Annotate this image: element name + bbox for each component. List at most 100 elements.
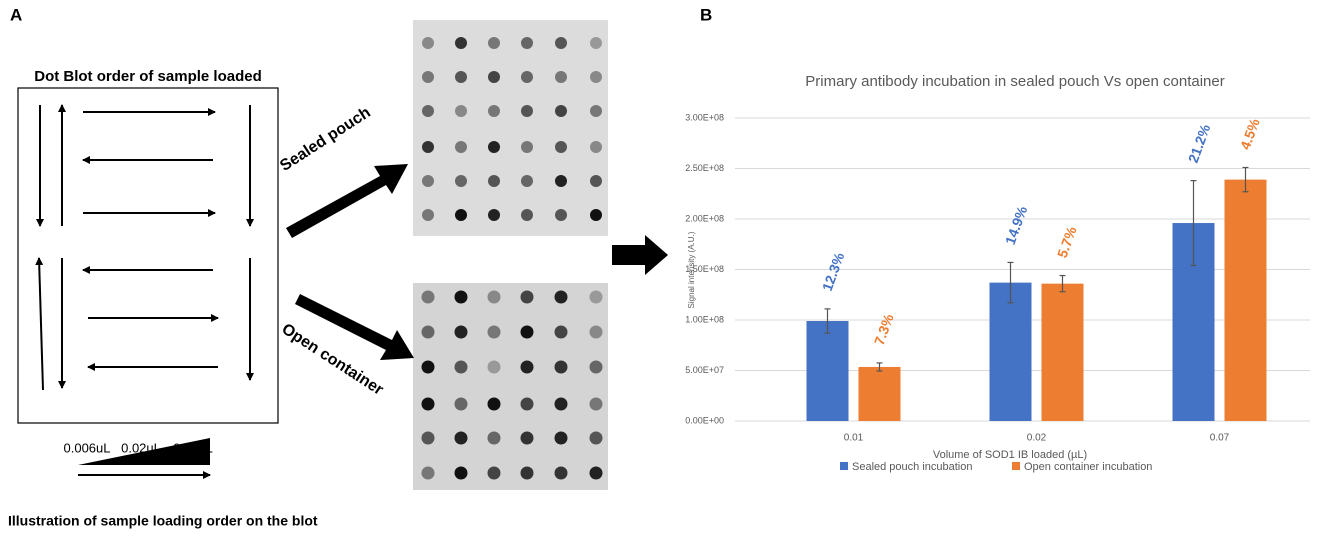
blot-dot — [590, 209, 602, 221]
blot-dot — [488, 398, 501, 411]
blot-dot — [555, 291, 568, 304]
volume-label: 0.006uL — [64, 440, 111, 455]
blot-dot — [422, 361, 435, 374]
y-tick-label: 1.00E+08 — [685, 314, 724, 324]
blot-dot — [555, 326, 568, 339]
chart-title: Primary antibody incubation in sealed po… — [805, 73, 1224, 90]
blot-image — [413, 20, 608, 236]
blot-dot — [488, 209, 500, 221]
blot-dot — [455, 398, 468, 411]
blot-dot — [488, 361, 501, 374]
blot-dot — [422, 467, 435, 480]
blot-dot — [488, 141, 500, 153]
y-tick-label: 0.00E+00 — [685, 415, 724, 425]
blot-dot — [521, 467, 534, 480]
blot-dot — [590, 175, 602, 187]
blot-dot — [590, 71, 602, 83]
blot-dot — [555, 37, 567, 49]
blot-dot — [555, 175, 567, 187]
annotation: 12.3% — [819, 250, 848, 293]
blot-dot — [455, 209, 467, 221]
blot-dot — [455, 37, 467, 49]
legend-swatch — [840, 462, 848, 470]
blot-dot — [590, 37, 602, 49]
blot-dot — [422, 175, 434, 187]
blot-dot — [488, 105, 500, 117]
x-tick-label: 0.02 — [1027, 433, 1047, 444]
blot-dot — [422, 105, 434, 117]
plot: 0.00E+00 5.00E+07 1.00E+08 1.50E+08 2.00E+08… — [685, 112, 1310, 473]
blot-dot — [555, 209, 567, 221]
blot-dot — [555, 361, 568, 374]
blot-dot — [590, 291, 603, 304]
panel-label: B — [700, 5, 712, 24]
blot-image — [413, 283, 608, 490]
blot-dot — [590, 105, 602, 117]
annotation: 5.7% — [1054, 224, 1080, 260]
blot-dot — [521, 326, 534, 339]
bar — [1225, 180, 1267, 421]
annotation: 21.2% — [1185, 122, 1214, 165]
blot-dot — [455, 175, 467, 187]
blot-dot — [422, 37, 434, 49]
y-tick-label: 2.00E+08 — [685, 213, 724, 223]
blot-dot — [555, 432, 568, 445]
blot-dot — [455, 432, 468, 445]
big-arrow — [286, 164, 408, 238]
blot-dot — [521, 291, 534, 304]
legend-label: Open container incubation — [1024, 461, 1152, 473]
blot-dot — [455, 361, 468, 374]
diagram-title: Dot Blot order of sample loaded — [34, 68, 262, 85]
big-arrow — [612, 235, 668, 275]
x-tick-label: 0.07 — [1210, 433, 1230, 444]
blot-dot — [521, 141, 533, 153]
annotation: 7.3% — [871, 311, 897, 347]
blot-dot — [521, 209, 533, 221]
blot-dot — [422, 432, 435, 445]
y-tick-label: 5.00E+07 — [685, 365, 724, 375]
y-tick-label: 1.50E+08 — [685, 264, 724, 274]
blot-dot — [422, 71, 434, 83]
blot-dot — [488, 71, 500, 83]
blot-dot — [555, 467, 568, 480]
blot-dot — [590, 141, 602, 153]
blot-dot — [521, 175, 533, 187]
blot-dot — [422, 326, 435, 339]
blot-dot — [521, 398, 534, 411]
blot-dot — [590, 398, 603, 411]
blot-dot — [422, 398, 435, 411]
y-tick-label: 2.50E+08 — [685, 163, 724, 173]
order-arrows — [39, 105, 250, 390]
blot-dot — [455, 467, 468, 480]
blot-dot — [488, 175, 500, 187]
x-tick-label: 0.01 — [844, 433, 864, 444]
blot-dot — [521, 361, 534, 374]
blot-dot — [488, 37, 500, 49]
blot-dot — [455, 71, 467, 83]
blot-dot — [455, 141, 467, 153]
figure: A Dot Blot order of sample loaded 0.006u… — [0, 0, 1319, 537]
blot-dot — [488, 467, 501, 480]
bar — [1042, 284, 1084, 421]
annotation: 4.5% — [1237, 116, 1263, 152]
blot-dot — [521, 432, 534, 445]
x-axis-label: Volume of SOD1 IB loaded (µL) — [933, 449, 1087, 461]
blot-dot — [555, 398, 568, 411]
y-tick-label: 3.00E+08 — [685, 112, 724, 122]
bar — [859, 367, 901, 421]
blot-dot — [590, 326, 603, 339]
blot-dot — [521, 71, 533, 83]
blot-dot — [590, 432, 603, 445]
legend-swatch — [1012, 462, 1020, 470]
blot-dot — [521, 37, 533, 49]
blot-dot — [555, 105, 567, 117]
blot-dot — [555, 141, 567, 153]
legend-label: Sealed pouch incubation — [852, 461, 972, 473]
blot-dot — [488, 291, 501, 304]
blot-dot — [455, 105, 467, 117]
annotation: 14.9% — [1002, 203, 1031, 246]
blot-dot — [422, 141, 434, 153]
caption: Illustration of sample loading order on … — [8, 513, 318, 529]
bar — [807, 321, 849, 421]
blot-dot — [455, 326, 468, 339]
